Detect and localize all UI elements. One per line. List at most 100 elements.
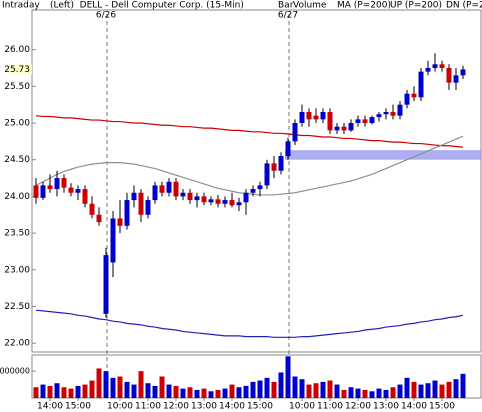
y-tick-label: 25.00 [4,119,30,129]
y-tick-label: 22.00 [4,339,30,349]
volume-bar [201,388,207,398]
volume-bar [397,384,403,398]
x-tick-label: 11:00 [317,402,343,412]
volume-bar [320,381,326,398]
last-price-box [8,64,32,75]
candle-body [47,185,53,190]
x-tick-label: 15:00 [65,402,91,412]
date-label: 6/27 [278,11,298,21]
volume-bar [194,389,200,398]
candle-body [243,192,249,203]
candle-body [404,93,410,105]
volume-bar [348,387,354,398]
legend-volume: Volume [293,1,327,11]
volume-bar [173,385,179,398]
volume-bar [334,384,340,398]
x-tick-label: 13:00 [373,402,399,412]
candle-body [250,189,256,193]
volume-bar [124,381,130,398]
volume-bar [355,388,361,398]
candle-body [348,123,354,131]
legend-entry: MA (P=200) [337,1,391,11]
volume-bar [229,384,235,398]
y-tick-label: 23.50 [4,229,30,239]
candle-body [453,75,459,83]
y-tick-label: 24.00 [4,192,30,202]
candle-body [82,189,88,204]
candle-body [278,156,284,171]
x-tick-label: 12:00 [345,402,371,412]
volume-tick-label: 2000000 [0,367,30,376]
candle-body [54,178,60,190]
volume-bar [404,377,410,398]
volume-bar [145,383,151,398]
candle-body [383,112,389,115]
volume-bar [306,384,312,398]
candle-body [439,64,445,68]
chart-subtitle: (Left) DELL - Dell Computer Corp. (15-Mi… [50,1,244,11]
candle-body [173,181,179,197]
volume-bar [215,389,221,398]
last-price-label: 25.73 [4,65,30,75]
volume-bar [110,377,116,398]
legend-entry: DN (P=200) [446,1,482,11]
volume-bar [376,388,382,398]
candle-body [257,185,263,190]
volume-bar [131,384,137,398]
candle-body [159,185,165,193]
volume-bar [341,389,347,398]
candle-body [187,192,193,201]
candle-body [362,119,368,124]
volume-bar [82,384,88,398]
volume-bar [166,384,172,398]
volume-bar [54,383,60,398]
volume-bar [187,387,193,398]
candle-body [194,196,200,201]
candle-body [68,187,74,193]
volume-bar [432,380,438,398]
volume-bar [418,384,424,398]
highlight-band [285,150,481,160]
candle-body [215,199,221,204]
volume-bar [299,379,305,398]
candle-body [418,71,424,98]
x-tick-label: 10:00 [289,402,315,412]
volume-bar [75,385,81,398]
volume-bar [446,381,452,398]
candle-body [271,163,277,171]
candle-body [313,115,319,120]
x-tick-label: 15:00 [247,402,273,412]
volume-frame [31,354,482,399]
x-tick-label: 10:00 [107,402,133,412]
volume-bar [369,391,375,398]
candle-body [89,203,95,215]
candle-body [320,112,326,120]
volume-bar [453,379,459,398]
volume-bar [243,385,249,398]
volume-bar [68,388,74,398]
x-tick-label: 13:00 [191,402,217,412]
volume-bar [117,376,123,398]
candle-body [229,200,235,206]
volume-bar [33,387,39,398]
volume-bar [236,387,242,398]
price-frame [31,9,482,353]
volume-bar [425,383,431,398]
candle-body [236,202,242,206]
volume-bar [96,368,102,398]
volume-bar [152,385,158,398]
candle-body [145,200,151,215]
volume-bar [257,380,263,398]
y-tick-label: 23.00 [4,265,30,275]
candle-body [208,199,214,203]
volume-bar [222,388,228,398]
candle-body [117,218,123,226]
candle-body [166,181,172,193]
volume-bar [292,376,298,398]
volume-bar [313,383,319,398]
x-tick-label: 15:00 [429,402,455,412]
candle-body [75,189,81,193]
candle-body [397,104,403,116]
volume-bar [278,372,284,398]
